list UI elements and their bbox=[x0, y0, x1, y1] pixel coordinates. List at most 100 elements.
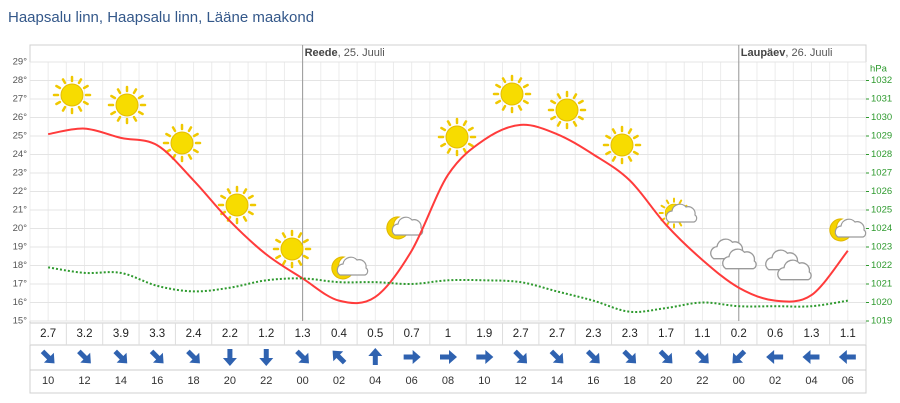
y2-tick-label: 1022 bbox=[871, 260, 892, 271]
sun-ray bbox=[611, 128, 617, 135]
y-tick-label: 22° bbox=[13, 186, 28, 197]
sun-ray bbox=[281, 259, 287, 266]
y-tick-label: 16° bbox=[13, 297, 28, 308]
arrow-shape bbox=[222, 349, 237, 366]
sun-ray bbox=[495, 99, 502, 105]
hour-label: 02 bbox=[769, 375, 781, 387]
wind-arrow bbox=[40, 349, 55, 364]
weather-icon bbox=[437, 117, 477, 157]
wind-arrow bbox=[186, 349, 200, 364]
hour-label: 04 bbox=[805, 375, 817, 387]
wind-speed: 1.9 bbox=[476, 328, 492, 340]
sun-ray bbox=[61, 78, 67, 85]
arrow-shape bbox=[476, 350, 494, 364]
y2-tick-label: 1025 bbox=[871, 205, 892, 216]
sun-ray bbox=[522, 83, 529, 89]
sun-ray bbox=[55, 84, 62, 90]
sun-ray bbox=[226, 188, 232, 195]
sun-ray bbox=[556, 120, 562, 127]
wind-arrow bbox=[585, 349, 600, 364]
sun-ray bbox=[462, 120, 468, 127]
weather-icon bbox=[829, 218, 867, 242]
sun-disc bbox=[445, 125, 469, 149]
arrow-shape bbox=[149, 349, 164, 364]
y2-tick-label: 1028 bbox=[871, 149, 892, 160]
wind-speed: 2.4 bbox=[186, 328, 203, 340]
sun-ray bbox=[247, 210, 254, 216]
sun-ray bbox=[281, 232, 287, 239]
wind-arrow bbox=[440, 350, 457, 364]
sun-ray bbox=[242, 188, 248, 195]
sun-ray bbox=[275, 238, 282, 244]
weather-icon bbox=[217, 185, 257, 225]
chart-title: Haapsalu linn, Haapsalu linn, Lääne maak… bbox=[8, 9, 314, 26]
arrow-shape bbox=[186, 349, 200, 364]
wind-arrow bbox=[259, 349, 274, 366]
wind-speed: 2.7 bbox=[549, 328, 565, 340]
y-tick-label: 20° bbox=[13, 223, 28, 234]
weather-icon bbox=[107, 85, 147, 125]
wind-arrow bbox=[802, 350, 820, 364]
hour-label: 02 bbox=[333, 375, 345, 387]
sun-ray bbox=[297, 232, 303, 239]
sun-disc bbox=[555, 98, 579, 122]
sun-ray bbox=[572, 93, 578, 100]
arrow-shape bbox=[732, 349, 747, 364]
sun-ray bbox=[462, 147, 468, 154]
arrow-shape bbox=[332, 350, 347, 365]
wind-arrow bbox=[658, 349, 673, 364]
sun-ray bbox=[192, 132, 199, 138]
wind-speed: 2.7 bbox=[40, 328, 56, 340]
sun-ray bbox=[110, 110, 117, 116]
y-tick-label: 19° bbox=[13, 242, 28, 253]
y2-tick-label: 1019 bbox=[871, 316, 892, 327]
wind-speed: 1.3 bbox=[295, 328, 311, 340]
sun-ray bbox=[132, 88, 138, 95]
y-tick-label: 27° bbox=[13, 94, 28, 105]
hour-label: 18 bbox=[187, 375, 199, 387]
y2-tick-label: 1021 bbox=[871, 279, 892, 290]
y-tick-label: 23° bbox=[13, 168, 28, 179]
wind-speed: 0.6 bbox=[767, 328, 783, 340]
cloud bbox=[336, 256, 369, 276]
wind-speed: 0.7 bbox=[404, 328, 420, 340]
sun-ray bbox=[220, 194, 227, 200]
sun-ray bbox=[446, 120, 452, 127]
wind-speed: 1.7 bbox=[658, 328, 674, 340]
wind-arrow bbox=[838, 350, 856, 364]
sun-disc bbox=[60, 83, 84, 107]
sun-ray bbox=[302, 254, 309, 260]
wind-speed: 0.4 bbox=[331, 328, 348, 340]
y2-tick-label: 1031 bbox=[871, 94, 892, 105]
wind-speed: 2.3 bbox=[622, 328, 638, 340]
sun-ray bbox=[440, 142, 447, 148]
weather-icon bbox=[765, 249, 812, 281]
wind-arrow bbox=[766, 350, 784, 364]
hour-label: 14 bbox=[115, 375, 127, 387]
hour-label: 20 bbox=[660, 375, 672, 387]
arrow-shape bbox=[368, 348, 383, 365]
hour-label: 16 bbox=[151, 375, 163, 387]
arrow-shape bbox=[40, 349, 55, 364]
y-tick-label: 29° bbox=[13, 57, 28, 68]
sun-ray bbox=[611, 155, 617, 162]
wind-arrow bbox=[368, 348, 383, 365]
weather-icon bbox=[272, 229, 312, 269]
arrow-shape bbox=[403, 350, 421, 364]
sun-ray bbox=[187, 126, 193, 133]
hour-label: 14 bbox=[551, 375, 563, 387]
y2-tick-label: 1032 bbox=[871, 75, 892, 86]
sun-ray bbox=[297, 259, 303, 266]
wind-arrow bbox=[77, 349, 91, 364]
weather-icon bbox=[602, 125, 642, 165]
hour-label: 12 bbox=[515, 375, 527, 387]
sun-ray bbox=[137, 110, 144, 116]
day-date: , 25. Juuli bbox=[338, 47, 385, 59]
wind-speed: 0.2 bbox=[731, 328, 747, 340]
sun-ray bbox=[247, 194, 254, 200]
hour-label: 22 bbox=[696, 375, 708, 387]
wind-arrow bbox=[549, 349, 564, 364]
hour-label: 06 bbox=[842, 375, 854, 387]
arrow-shape bbox=[802, 350, 820, 364]
arrow-shape bbox=[295, 349, 309, 364]
